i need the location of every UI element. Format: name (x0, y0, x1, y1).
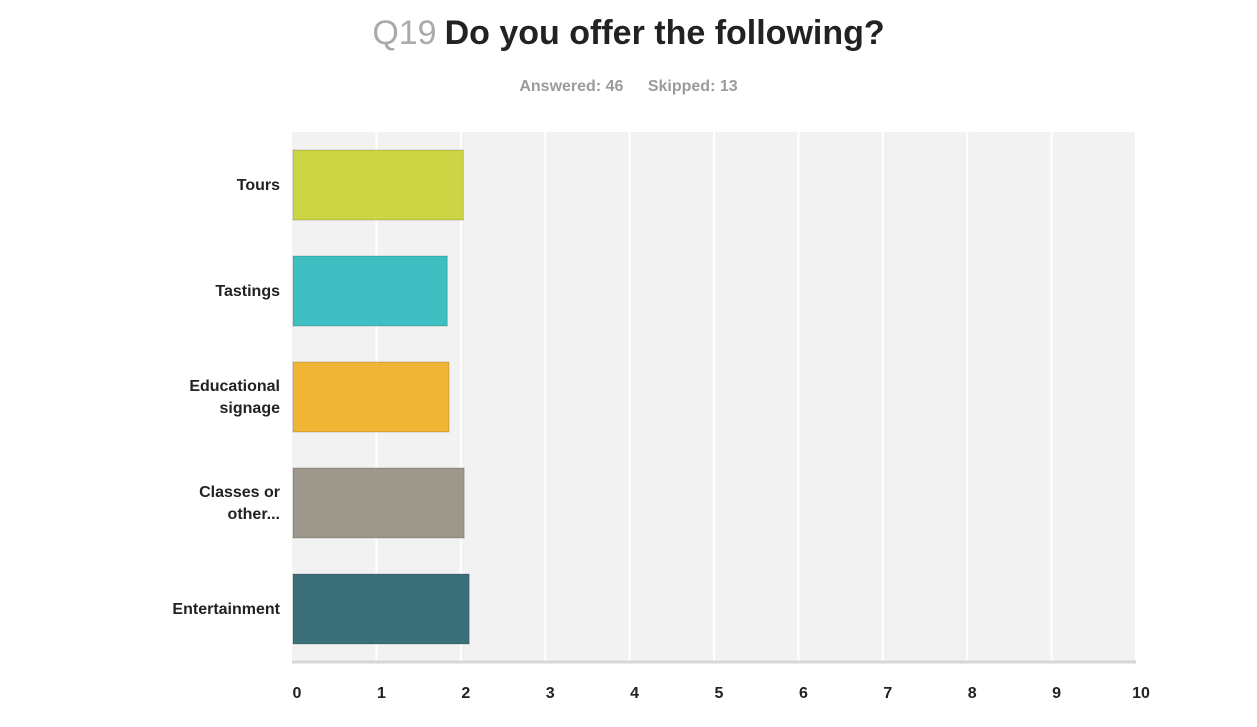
category-label-line: other... (228, 506, 280, 523)
x-tick-label: 0 (293, 685, 302, 702)
x-tick-label: 2 (461, 685, 470, 702)
bar (292, 573, 470, 645)
skipped-label: Skipped: (647, 78, 716, 95)
category-label-line: Classes or (199, 484, 280, 501)
x-tick-label: 4 (630, 685, 639, 702)
bar (292, 149, 464, 221)
answered-stat: Answered: 46 (519, 78, 623, 95)
category-label-line: signage (220, 400, 281, 417)
x-tick-label: 8 (968, 685, 977, 702)
skipped-stat: Skipped: 13 (648, 78, 738, 95)
bar (292, 467, 465, 539)
skipped-count: 13 (719, 78, 738, 95)
x-tick-label: 5 (715, 685, 724, 702)
x-tick-label: 7 (883, 685, 892, 702)
x-tick-label: 10 (1132, 685, 1150, 702)
bar (292, 255, 448, 327)
x-tick-label: 3 (546, 685, 555, 702)
x-tick-label: 1 (377, 685, 386, 702)
answered-count: 46 (605, 78, 624, 95)
x-tick-label: 6 (799, 685, 808, 702)
category-label: Tastings (215, 283, 280, 300)
category-label-line: Educational (189, 378, 280, 395)
category-label: Educational signage (189, 378, 280, 417)
question-text: Do you offer the following? (444, 14, 885, 52)
category-label-line: Entertainment (172, 601, 280, 618)
category-label: Classes or other... (199, 484, 280, 523)
answered-label: Answered: (519, 78, 602, 95)
category-label: Entertainment (172, 601, 280, 618)
category-label: Tours (237, 177, 280, 194)
bar (292, 361, 450, 433)
category-label-line: Tours (237, 177, 280, 194)
chart-title: Q19 Do you offer the following? (0, 14, 1257, 53)
category-label-line: Tastings (215, 283, 280, 300)
question-number: Q19 (372, 14, 437, 52)
response-stats: Answered: 46 Skipped: 13 (0, 78, 1257, 96)
plot-area: Tours Tastings Educational signage Classes o… (172, 132, 1150, 702)
x-tick-label: 9 (1052, 685, 1061, 702)
